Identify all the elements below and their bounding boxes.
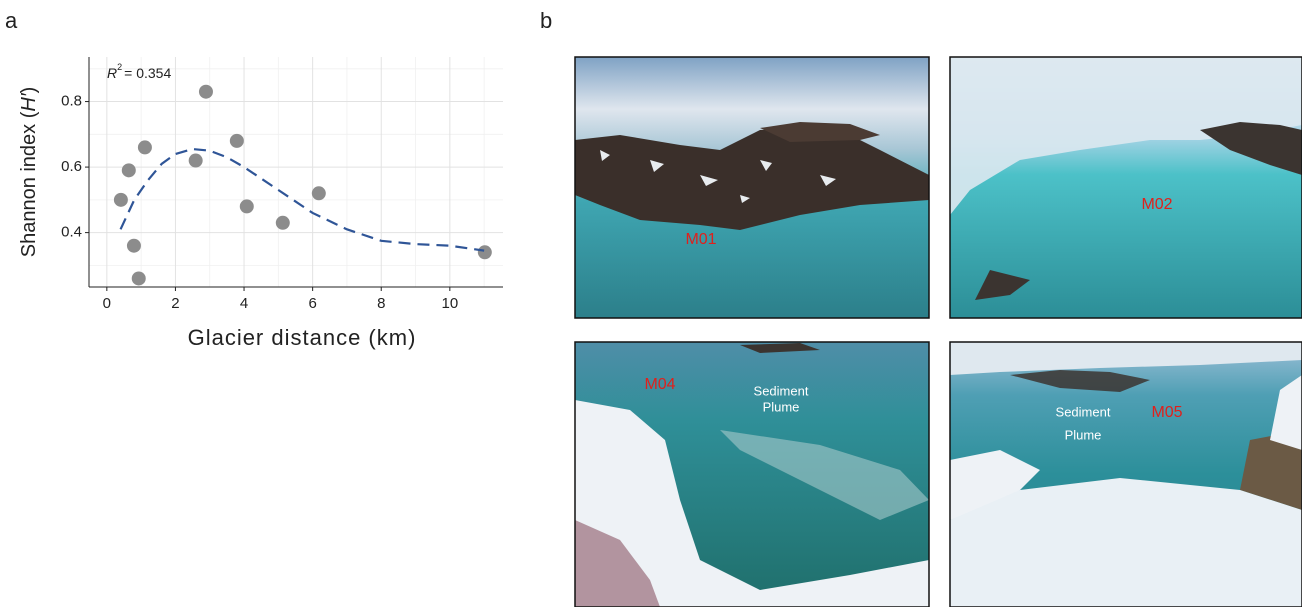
y-tick-label: 0.4 bbox=[61, 224, 82, 241]
data-point bbox=[122, 163, 136, 177]
figure: a b R2= 0.354 Glacier distance (km) Shan… bbox=[0, 0, 1302, 607]
data-point bbox=[138, 140, 152, 154]
y-tick-label: 0.6 bbox=[61, 158, 82, 175]
panel-label: a bbox=[5, 8, 18, 33]
data-point bbox=[230, 134, 244, 148]
plot-background bbox=[89, 57, 503, 287]
photo bbox=[575, 342, 929, 607]
data-point bbox=[312, 186, 326, 200]
data-point bbox=[127, 239, 141, 253]
photo-label: M01 bbox=[685, 231, 716, 248]
x-tick-label: 8 bbox=[377, 295, 385, 312]
photo bbox=[950, 57, 1302, 318]
x-tick-label: 6 bbox=[308, 295, 316, 312]
photo-annotation: Sediment bbox=[1056, 404, 1111, 419]
data-point bbox=[478, 245, 492, 259]
data-point bbox=[240, 199, 254, 213]
photo-annotation: Plume bbox=[1065, 427, 1102, 442]
photo-annotation: Plume bbox=[763, 399, 800, 414]
photo bbox=[950, 342, 1302, 607]
data-point bbox=[132, 271, 146, 285]
photo-label: M05 bbox=[1151, 404, 1182, 421]
data-point bbox=[199, 85, 213, 99]
plot-area: R2= 0.354 Glacier distance (km) Shannon … bbox=[18, 57, 503, 350]
annotation: R2= 0.354 bbox=[107, 62, 171, 80]
y-tick-label: 0.8 bbox=[61, 93, 82, 110]
x-axis-title: Glacier distance (km) bbox=[188, 325, 417, 350]
photo bbox=[575, 57, 929, 318]
photo-label: M04 bbox=[644, 376, 675, 393]
x-tick-label: 0 bbox=[103, 295, 111, 312]
panel-label: b bbox=[540, 8, 552, 33]
data-point bbox=[114, 193, 128, 207]
x-tick-label: 4 bbox=[240, 295, 248, 312]
photo-label: M02 bbox=[1141, 196, 1172, 213]
data-point bbox=[189, 154, 203, 168]
x-tick-label: 2 bbox=[171, 295, 179, 312]
photo-annotation: Sediment bbox=[754, 383, 809, 398]
x-tick-label: 10 bbox=[441, 295, 458, 312]
y-axis-title: Shannon index (H′) bbox=[18, 87, 40, 258]
data-point bbox=[276, 216, 290, 230]
